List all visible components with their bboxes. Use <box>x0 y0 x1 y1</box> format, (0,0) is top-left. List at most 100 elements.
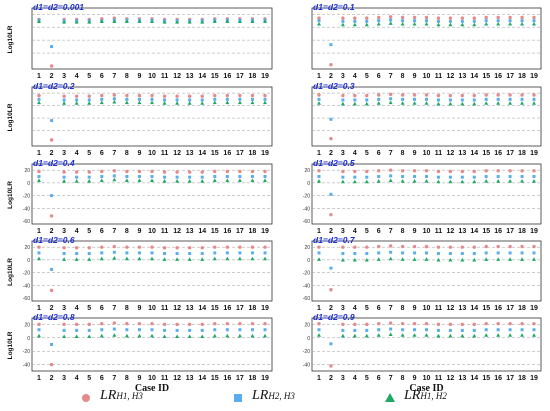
panel-7-xtick-label: 7 <box>112 305 116 312</box>
panel-8-lr-h1-h3-point <box>388 244 393 248</box>
panel-10-lr-h2-h3-point <box>496 328 500 332</box>
panel-6-lr-h2-h3-point <box>389 174 393 178</box>
panel-8-lr-h2-h3-point <box>484 251 488 255</box>
panel-2-lr-h1-h3-point <box>496 15 500 20</box>
panel-5-ylabel: Log10LR <box>7 181 14 209</box>
panel-9-lr-h1-h3-point <box>112 321 117 325</box>
panel-3-lr-h1-h3-point <box>112 93 117 97</box>
panel-3-lr-h1-h2-point <box>200 101 205 105</box>
panel-2-lr-h2-h3-point <box>401 19 405 23</box>
panel-3-xtick-label: 18 <box>249 150 257 157</box>
panel-4-xtick-label: 16 <box>494 150 502 157</box>
panel-10-lr-h1-h2-point <box>317 333 321 337</box>
panel-3-lr-h2-h3-point <box>263 97 267 101</box>
panel-5-lr-h2-h3-point <box>225 175 229 179</box>
panel-3-lr-h2-h3-point <box>75 98 79 102</box>
panel-2-lr-h1-h3-point <box>472 16 476 20</box>
panel-9-lr-h2-h3-point <box>50 343 54 346</box>
panel-2-xtick-label: 3 <box>341 73 345 80</box>
panel-7-lr-h2-h3-point <box>200 252 204 256</box>
panel-10-lr-h1-h2-point <box>364 333 369 338</box>
panel-2-xtick-label: 9 <box>413 73 417 80</box>
panel-1-lr-h1-h2-point <box>187 20 192 24</box>
panel-3-lr-h1-h3-point <box>100 93 104 98</box>
panel-5-lr-h2-h3-point <box>87 175 91 179</box>
panel-7-xtick-label: 11 <box>161 305 169 312</box>
panel-6-lr-h1-h2-point <box>400 178 405 183</box>
panel-8-xtick-label: 7 <box>389 305 393 312</box>
panel-9-lr-h1-h3-point <box>87 322 91 327</box>
panel-4-xtick-label: 8 <box>401 150 405 157</box>
panel-5-lr-h1-h2-point <box>225 178 230 182</box>
panel-2-lr-h2-h3-point <box>341 19 345 23</box>
panel-10-lr-h1-h2-point <box>532 333 536 337</box>
panel-8-lr-h1-h2-point <box>448 257 453 262</box>
panel-8-lr-h2-h3-point <box>341 252 345 256</box>
panel-2-lr-h1-h2-point <box>448 22 453 27</box>
panel-5-lr-h2-h3-point <box>112 174 116 178</box>
panel-1-xtick-label: 4 <box>75 73 79 80</box>
panel-1-xtick-label: 12 <box>173 73 181 80</box>
panel-7-lr-h1-h2-point <box>263 256 267 261</box>
panel-2-lr-h1-h2-point <box>424 21 429 26</box>
panel-2-lr-h2-h3-point <box>436 19 440 23</box>
panel-3-lr-h2-h3-point <box>137 97 141 101</box>
panel-5-xtick-label: 15 <box>211 228 219 235</box>
panel-2-lr-h1-h2-point <box>352 22 357 27</box>
panel-9-lr-h1-h3-point <box>238 321 242 326</box>
panel-2-xtick-label: 11 <box>435 73 443 80</box>
panel-9-lr-h1-h3-point <box>150 321 154 326</box>
panel-9-xtick-label: 14 <box>198 375 206 382</box>
panel-4-lr-h1-h2-point <box>352 101 357 106</box>
panel-6-title: d1=d2=0.5 <box>313 158 355 168</box>
panel-10-lr-h1-h3-point <box>388 321 393 325</box>
panel-10-ytick-label: -40 <box>303 363 310 369</box>
panel-8-lr-h1-h3-point <box>365 245 369 249</box>
panel-8-lr-h1-h2-point <box>376 257 381 261</box>
panel-2-xtick-label: 15 <box>482 73 490 80</box>
panel-8-lr-h1-h3-point <box>532 244 536 249</box>
panel-7-ylabel: Log10LR <box>7 258 14 286</box>
panel-4-xtick-label: 15 <box>482 150 490 157</box>
panel-8-lr-h1-h2-point <box>436 257 441 262</box>
panel-7-xtick-label: 19 <box>261 305 269 312</box>
panel-7-xtick-label: 13 <box>186 305 194 312</box>
panel-6-xtick-label: 17 <box>506 228 514 235</box>
panel-9-lr-h1-h3-point <box>74 322 79 327</box>
panel-7-lr-h2-h3-point <box>175 252 179 256</box>
panel-8-xtick-label: 6 <box>377 305 381 312</box>
panel-1-title: d1=d2=0.001 <box>33 2 84 12</box>
panel-5-lr-h1-h3-point <box>125 169 129 174</box>
panel-4-lr-h1-h3-point <box>496 93 500 97</box>
panel-7-lr-h2-h3-point <box>75 252 79 256</box>
panel-3-xtick-label: 1 <box>37 150 41 157</box>
panel-7-ytick-label: -20 <box>23 271 30 277</box>
panel-5-lr-h2-h3-point <box>163 175 167 179</box>
panel-9-xtick-label: 6 <box>100 375 104 382</box>
panel-7-lr-h1-h3-point <box>37 245 41 249</box>
panel-8-lr-h2-h3-point <box>353 252 357 256</box>
panel-3-lr-h1-h2-point <box>263 100 267 105</box>
panel-6-lr-h2-h3-point <box>448 175 452 179</box>
legend-label-lr-h2-h3: LR <box>252 388 269 403</box>
panel-2-lr-h2-h3-point <box>425 19 428 23</box>
panel-6-lr-h1-h2-point <box>376 178 381 183</box>
panel-8-frame <box>311 240 542 302</box>
panel-4-lr-h1-h2-point <box>424 101 429 105</box>
panel-10-lr-h1-h2-point <box>352 333 357 338</box>
panel-3-lr-h1-h3-point <box>162 94 167 98</box>
panel-6-lr-h2-h3-point <box>413 175 417 179</box>
panel-4-xtick-label: 9 <box>413 150 417 157</box>
panel-4-lr-h2-h3-point <box>484 97 488 101</box>
panel-1-lr-h1-h2-point <box>99 19 104 23</box>
panel-9-lr-h1-h2-point <box>62 334 67 339</box>
panel-7-lr-h2-h3-point <box>188 252 192 256</box>
panel-8-lr-h1-h3-point <box>424 244 429 249</box>
panel-4-lr-h1-h3-point <box>448 93 453 98</box>
panel-4-xtick-label: 17 <box>506 150 514 157</box>
panel-10-xtick-label: 7 <box>389 375 393 382</box>
panel-7-xtick-label: 6 <box>100 305 104 312</box>
panel-5-frame <box>31 163 273 225</box>
panel-8-ytick-label: 20 <box>304 245 310 251</box>
panel-5-lr-h1-h2-point <box>175 178 180 183</box>
